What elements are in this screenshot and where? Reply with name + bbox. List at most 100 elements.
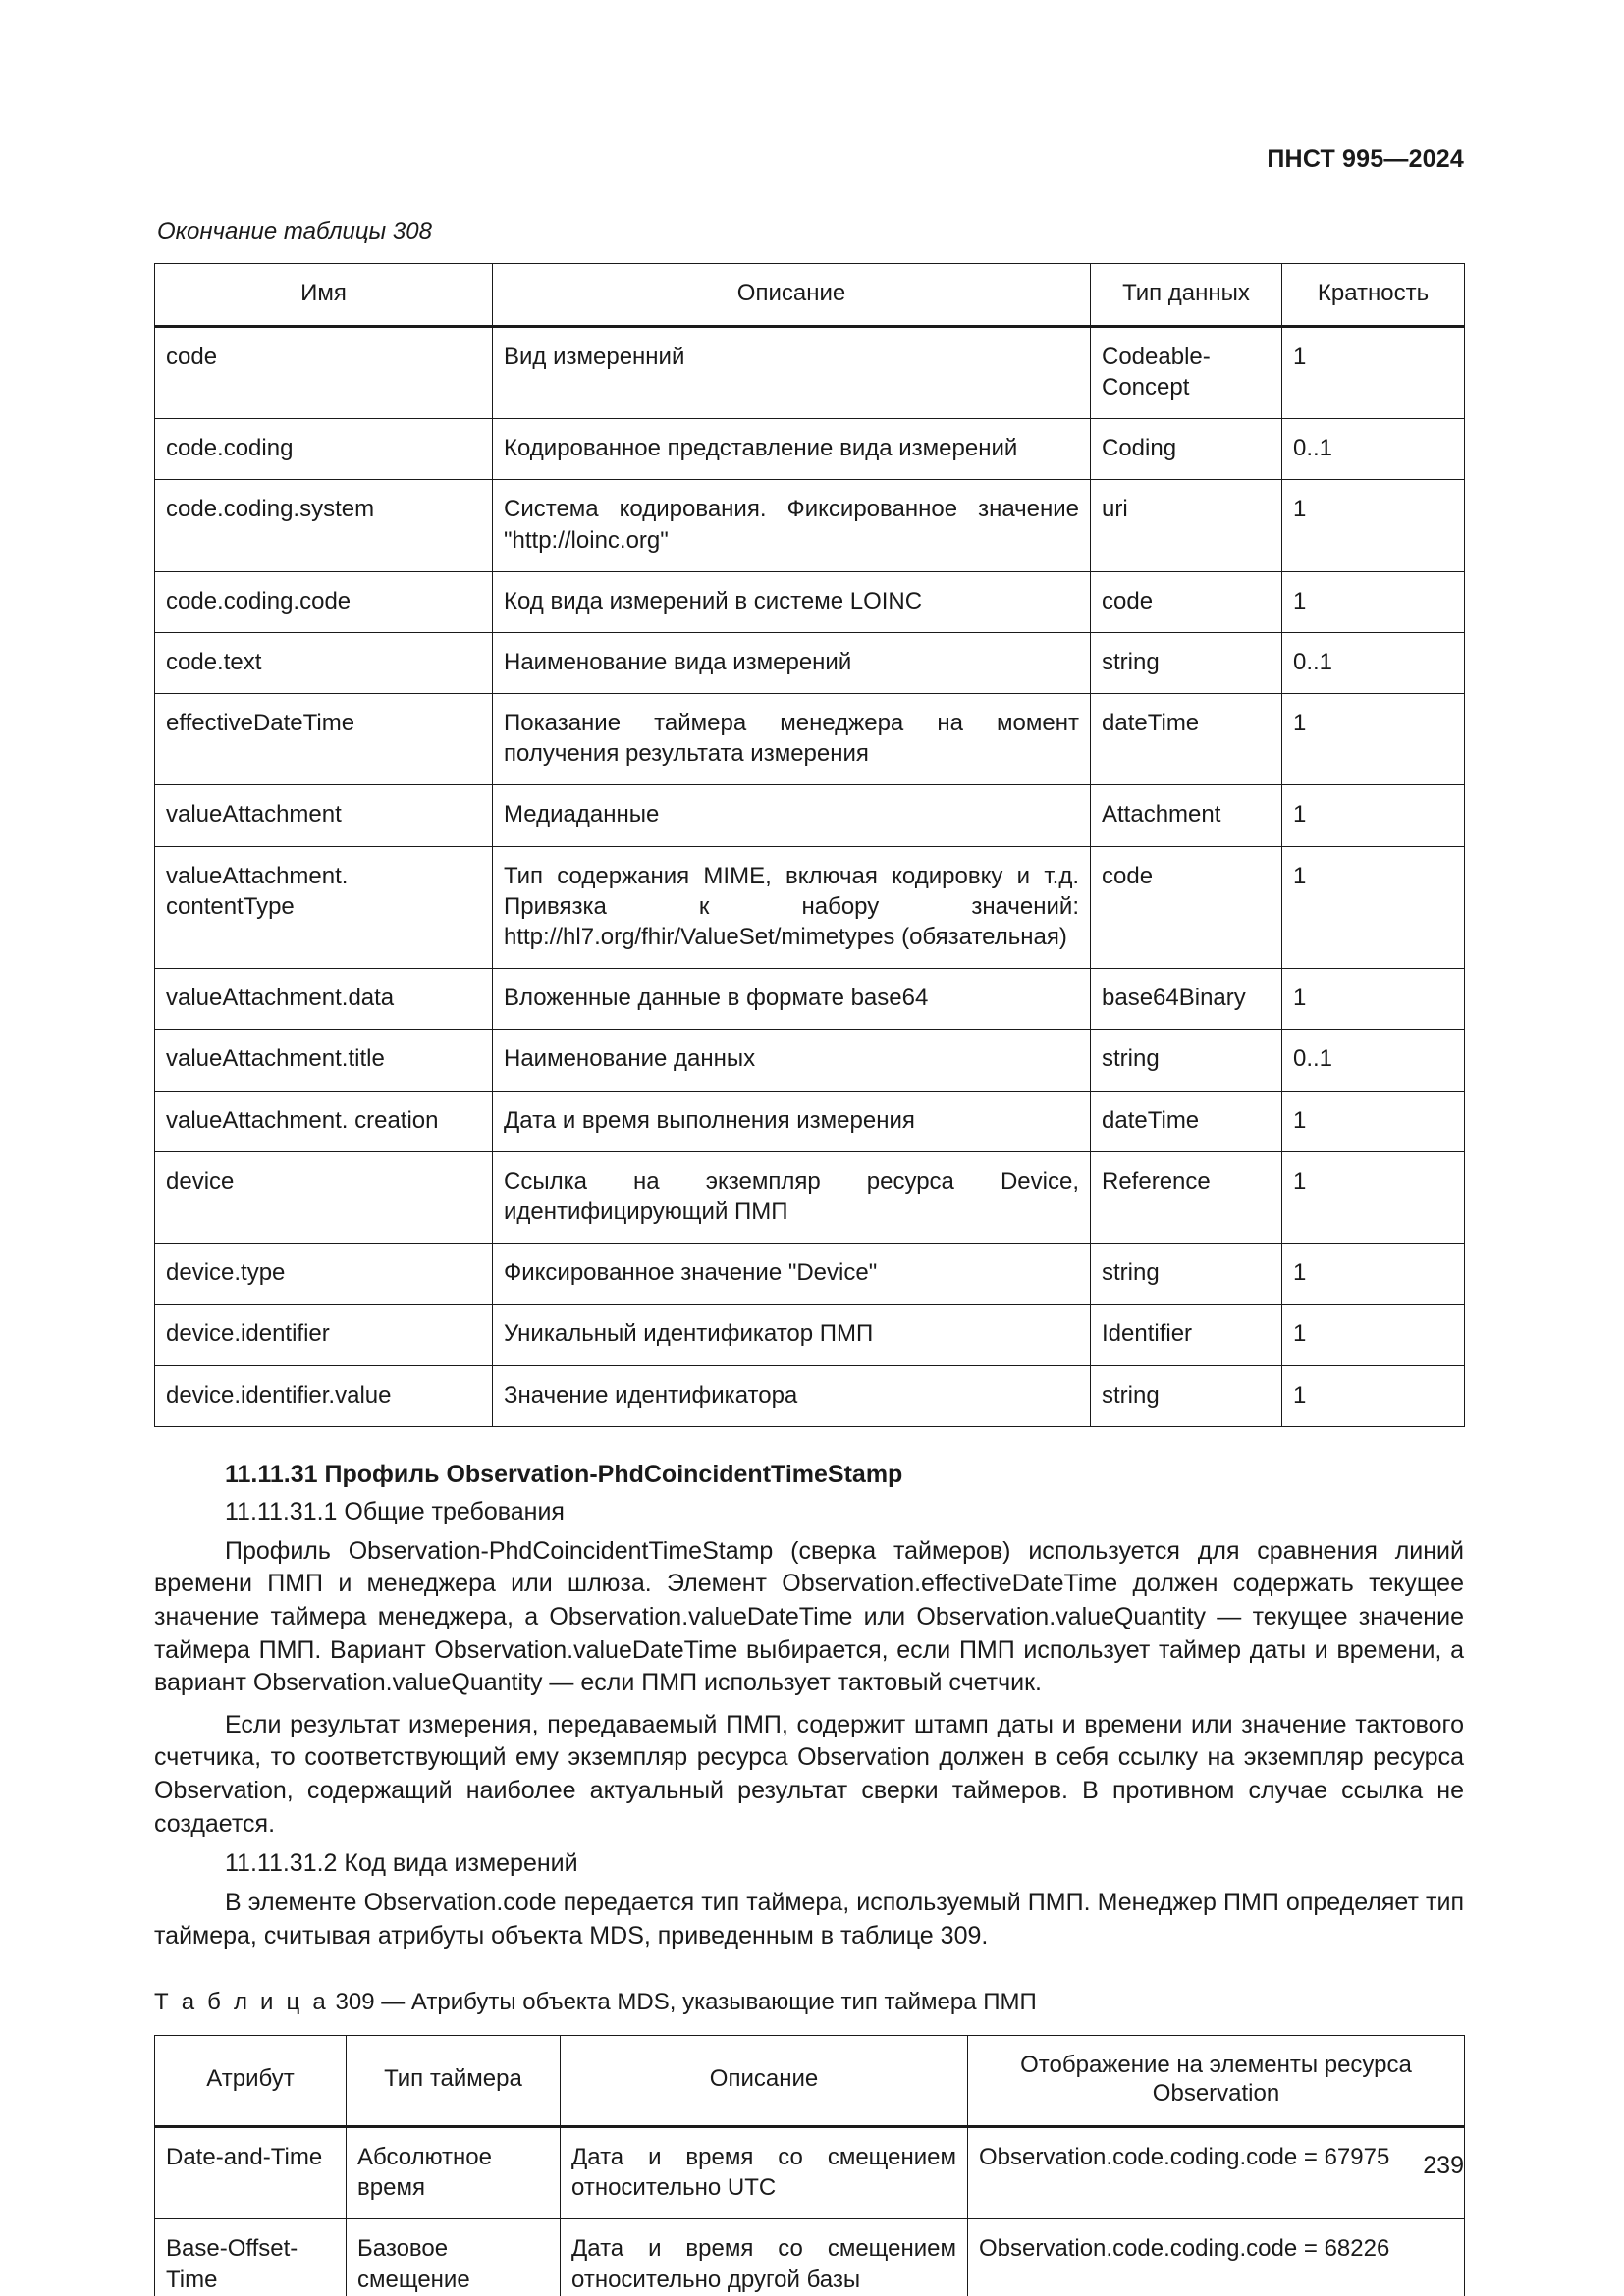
cell-timer-type: Абсолютное время [346,2126,561,2220]
cell-name: device.type [154,1243,493,1306]
cell-datatype: dateTime [1090,693,1282,786]
cell-cardinality: 1 [1281,325,1465,420]
cell-description: Ссылка на экземпляр ресурса Device, иден… [492,1150,1091,1245]
cell-datatype: Attachment [1090,784,1282,847]
cell-name: code.coding [154,418,493,481]
cell-cardinality: 1 [1281,479,1465,572]
cell-cardinality: 0..1 [1281,631,1465,695]
table-row: valueAttachment.data Вложенные данные в … [154,968,1465,1031]
table-row: device.type Фиксированное значение "Devi… [154,1243,1465,1306]
cell-mapping: Observation.code.coding.code = 68226 [967,2218,1465,2296]
cell-description: Фиксированное значение "Device" [492,1243,1091,1306]
subsection-heading-11-11-31-2: 11.11.31.2 Код вида измерений [225,1849,578,1878]
running-head-standard-number: ПНСТ 995—2024 [1267,145,1464,173]
table-308-col-name: Имя [154,263,493,328]
cell-cardinality: 1 [1281,1150,1465,1245]
table-308-col-cardinality: Кратность [1281,263,1465,328]
table-308-header-row: Имя Описание Тип данных Кратность [154,263,1465,328]
table-308-continued-caption: Окончание таблицы 308 [157,218,432,244]
paragraph-general-requirements-2: Если результат измерения, передаваемый П… [154,1710,1464,1838]
cell-datatype: code [1090,845,1282,970]
cell-name: device.identifier [154,1304,493,1366]
table-row: valueAttachment. contentType Тип содержа… [154,845,1465,970]
cell-cardinality: 1 [1281,1304,1465,1366]
cell-description: Дата и время со смещением относительно U… [560,2126,968,2220]
cell-cardinality: 1 [1281,1364,1465,1427]
cell-datatype: Codeable-Concept [1090,325,1282,420]
cell-cardinality: 1 [1281,784,1465,847]
cell-name: device.identifier.value [154,1364,493,1427]
table-309-header-row: Атрибут Тип таймера Описание Отображение… [154,2034,1465,2129]
cell-description: Наименование вида измерений [492,631,1091,695]
cell-name: code.coding.system [154,479,493,572]
cell-name: valueAttachment. contentType [154,845,493,970]
cell-name: valueAttachment. creation [154,1090,493,1152]
cell-datatype: Identifier [1090,1304,1282,1366]
table-row: valueAttachment Медиаданные Attachment 1 [154,784,1465,847]
cell-description: Тип содержания MIME, включая кодировку и… [492,845,1091,970]
table-309-col-timer-type: Тип таймера [346,2034,561,2129]
table-row: valueAttachment. creation Дата и время в… [154,1090,1465,1152]
cell-datatype: uri [1090,479,1282,572]
table-row: code.coding.code Код вида измерений в си… [154,570,1465,633]
cell-datatype: Coding [1090,418,1282,481]
cell-timer-type: Базовое смещение [346,2218,561,2296]
cell-datatype: string [1090,631,1282,695]
cell-name: code.coding.code [154,570,493,633]
cell-datatype: dateTime [1090,1090,1282,1152]
cell-description: Система кодирования. Фиксированное значе… [492,479,1091,572]
cell-name: device [154,1150,493,1245]
cell-datatype: base64Binary [1090,968,1282,1031]
table-row: code.text Наименование вида измерений st… [154,631,1465,695]
cell-name: code [154,325,493,420]
table-309-col-description: Описание [560,2034,968,2129]
section-heading-11-11-31: 11.11.31 Профиль Observation-PhdCoincide… [225,1460,903,1488]
cell-name: valueAttachment.data [154,968,493,1031]
table-row: code.coding.system Система кодирования. … [154,479,1465,572]
table-309-caption-text: 309 — Атрибуты объекта MDS, указывающие … [335,1988,1037,2015]
cell-description: Кодированное представление вида измерени… [492,418,1091,481]
table-308-col-datatype: Тип данных [1090,263,1282,328]
cell-attribute: Base-Offset-Time [154,2218,347,2296]
cell-description: Медиаданные [492,784,1091,847]
cell-datatype: code [1090,570,1282,633]
subsection-heading-11-11-31-1: 11.11.31.1 Общие требования [225,1497,565,1525]
table-308: Имя Описание Тип данных Кратность code В… [154,263,1465,1427]
page-number: 239 [1423,2152,1464,2179]
cell-datatype: string [1090,1243,1282,1306]
cell-description: Вид измеренний [492,325,1091,420]
paragraph-general-requirements-1: Профиль Observation-PhdCoincidentTimeSta… [154,1536,1464,1697]
table-row: device.identifier Уникальный идентификат… [154,1304,1465,1366]
cell-description: Вложенные данные в формате base64 [492,968,1091,1031]
cell-cardinality: 1 [1281,1090,1465,1152]
cell-cardinality: 1 [1281,693,1465,786]
cell-description: Код вида измерений в системе LOINC [492,570,1091,633]
table-row: Date-and-Time Абсолютное время Дата и вр… [154,2126,1465,2220]
cell-datatype: string [1090,1029,1282,1092]
table-row: device.identifier.value Значение идентиф… [154,1364,1465,1427]
table-row: effectiveDateTime Показание таймера мене… [154,693,1465,786]
cell-cardinality: 1 [1281,968,1465,1031]
cell-description: Дата и время со смещением относительно д… [560,2218,968,2296]
paragraph-measurement-code: В элементе Observation.code передается т… [154,1889,1464,1949]
cell-mapping: Observation.code.coding.code = 67975 [967,2126,1465,2220]
cell-cardinality: 0..1 [1281,1029,1465,1092]
table-row: valueAttachment.title Наименование данны… [154,1029,1465,1092]
cell-name: valueAttachment [154,784,493,847]
cell-datatype: string [1090,1364,1282,1427]
cell-description: Значение идентификатора [492,1364,1091,1427]
cell-name: code.text [154,631,493,695]
cell-description: Дата и время выполнения измерения [492,1090,1091,1152]
table-row: Base-Offset-Time Базовое смещение Дата и… [154,2218,1465,2296]
table-row: code Вид измеренний Codeable-Concept 1 [154,325,1465,420]
table-309-caption: Т а б л и ц а 309 — Атрибуты объекта MDS… [154,1989,1464,2016]
cell-cardinality: 1 [1281,845,1465,970]
cell-cardinality: 1 [1281,570,1465,633]
table-309-caption-label: Т а б л и ц а [154,1988,329,2015]
table-308-col-description: Описание [492,263,1091,328]
cell-description: Наименование данных [492,1029,1091,1092]
cell-cardinality: 0..1 [1281,418,1465,481]
table-309-col-mapping: Отображение на элементы ресурса Observat… [967,2034,1465,2129]
cell-description: Показание таймера менеджера на момент по… [492,693,1091,786]
